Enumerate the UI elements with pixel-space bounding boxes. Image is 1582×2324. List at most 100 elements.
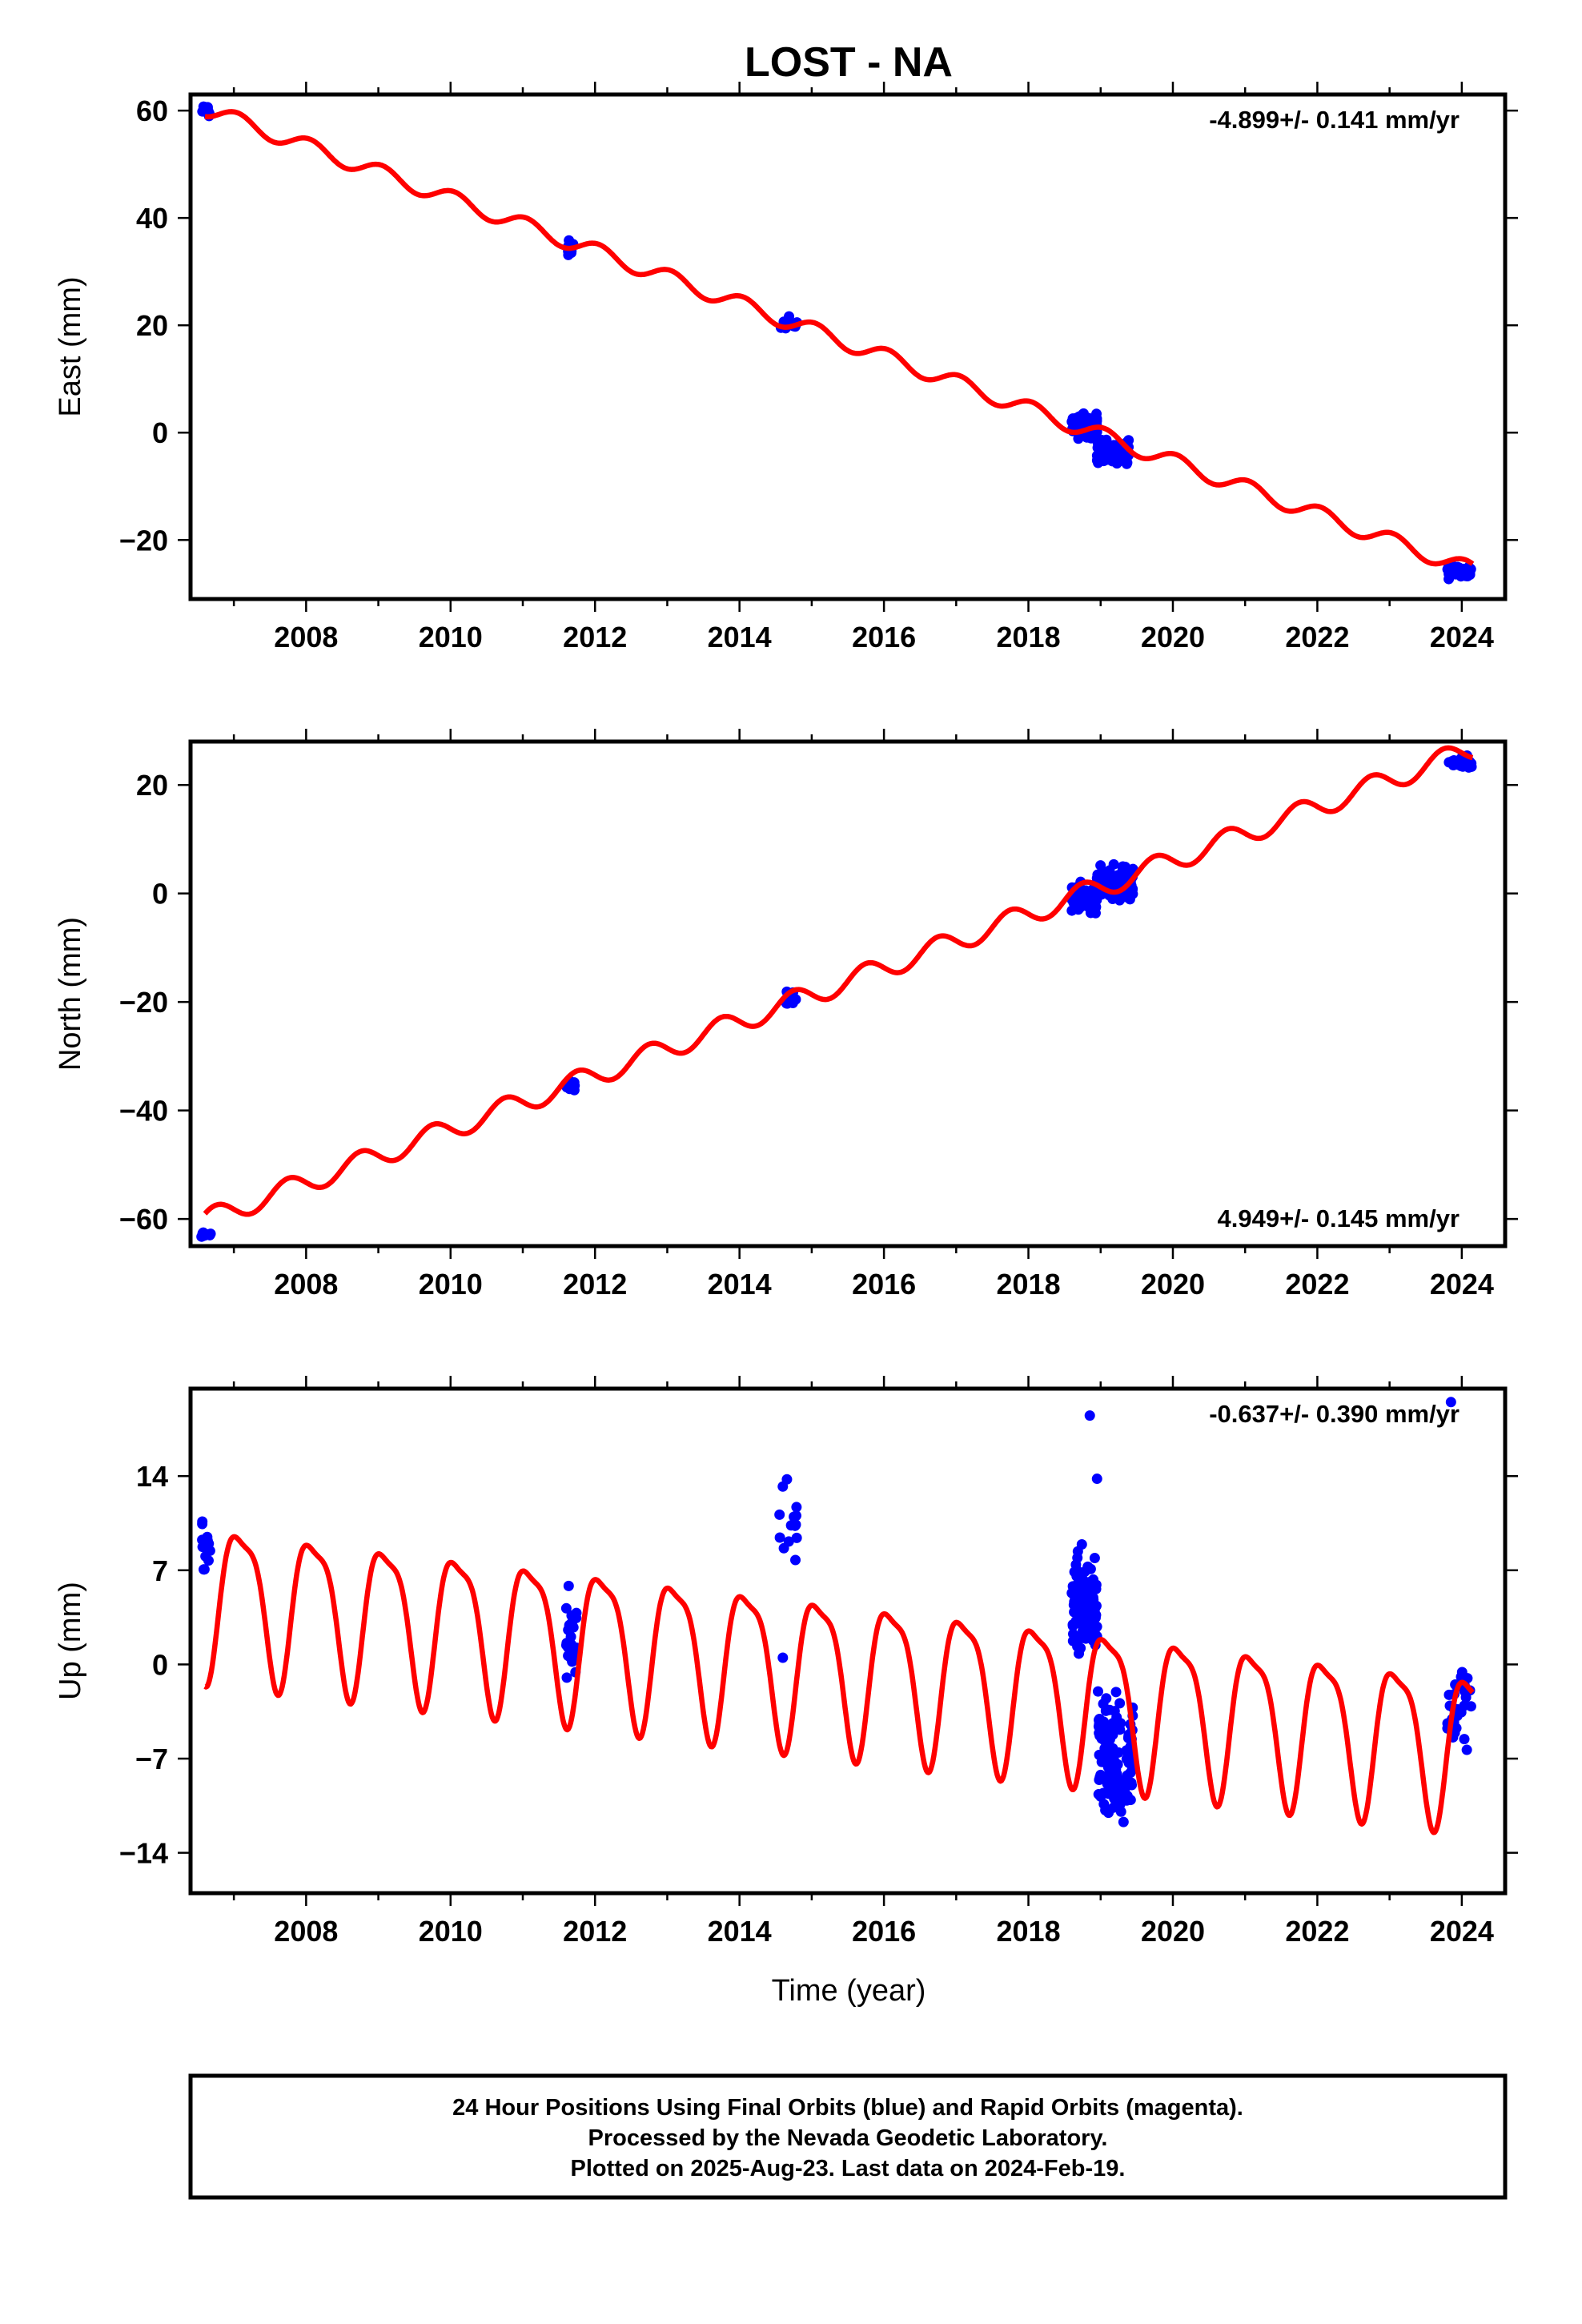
panels: 2008 2010 2012 2014 2016 2018 2020 2022 20246040…: [54, 82, 1518, 1948]
footer-frame: [188, 2073, 1508, 2200]
y-tick-label: 20: [136, 769, 168, 802]
x-tick-label: 2022: [1285, 621, 1349, 653]
x-tick-label: 2008: [274, 1268, 338, 1301]
rate-label: -0.637+/- 0.390 mm/yr: [1209, 1400, 1460, 1428]
data-point: [1085, 1563, 1096, 1574]
footer-line-1: 24 Hour Positions Using Final Orbits (bl…: [452, 2095, 1243, 2121]
data-point: [1094, 1749, 1105, 1760]
y-tick-label: 60: [136, 94, 168, 127]
data-point: [1083, 412, 1094, 424]
x-tick-label: 2010: [419, 621, 483, 653]
x-tick-label: 2022: [1285, 1915, 1349, 1948]
data-point: [198, 1564, 209, 1575]
data-point: [1101, 440, 1112, 452]
data-point: [1104, 1734, 1115, 1745]
data-point: [1082, 1586, 1093, 1597]
data-point: [1123, 1778, 1134, 1789]
x-tick-label: 2024: [1430, 621, 1494, 653]
data-point: [1109, 1793, 1120, 1804]
data-point: [1114, 1698, 1126, 1709]
y-axis-label: East (mm): [54, 276, 87, 416]
panel-north: 2008 2010 2012 2014 2016 2018 2020 2022 2024 20 0 −…: [54, 729, 1518, 1301]
x-tick-label: 2012: [563, 1268, 627, 1301]
x-axis-label: Time (year): [772, 1974, 926, 2008]
plot-area: [197, 1397, 1476, 1835]
data-point: [563, 1624, 574, 1635]
y-tick-label: 0: [152, 1648, 168, 1681]
panel-frame: [188, 92, 1508, 601]
data-point: [202, 1531, 213, 1542]
figure-title: LOST - NA: [745, 39, 953, 86]
data-point: [1077, 895, 1088, 907]
data-point: [1104, 865, 1115, 876]
data-point: [1089, 1553, 1100, 1564]
data-point: [1084, 1410, 1095, 1421]
data-point: [1095, 860, 1106, 871]
panel-east: 2008 2010 2012 2014 2016 2018 2020 2022 2024 60 40…: [54, 82, 1518, 653]
x-tick-label: 2014: [708, 1268, 772, 1301]
data-point: [789, 1511, 800, 1522]
data-point: [197, 1516, 208, 1527]
data-point: [783, 313, 794, 324]
y-tick-label: −7: [135, 1743, 168, 1775]
data-point: [1462, 569, 1473, 581]
observation-points: [197, 1397, 1476, 1827]
data-point: [790, 1554, 801, 1566]
data-point: [1091, 455, 1102, 466]
data-point: [1461, 1744, 1472, 1755]
data-point: [1072, 1546, 1083, 1557]
data-point: [563, 1580, 574, 1591]
data-point: [1074, 1566, 1086, 1578]
x-tick-label: 2024: [1430, 1915, 1494, 1948]
data-point: [567, 1082, 578, 1093]
data-point: [1104, 1704, 1115, 1715]
data-point: [1108, 451, 1119, 462]
footer-line-3: Plotted on 2025-Aug-23. Last data on 202…: [571, 2156, 1126, 2181]
x-tick-label: 2008: [274, 621, 338, 653]
x-tick-label: 2016: [852, 1915, 916, 1948]
footer-box: 24 Hour Positions Using Final Orbits (bl…: [188, 2073, 1508, 2200]
y-tick-label: 0: [152, 878, 168, 911]
data-point: [1070, 1603, 1081, 1614]
y-tick-label: −14: [119, 1837, 168, 1870]
data-point: [204, 1229, 215, 1240]
data-point: [1118, 1816, 1129, 1827]
y-tick-label: 0: [152, 416, 168, 449]
data-point: [785, 1520, 797, 1531]
rate-label: -4.899+/- 0.141 mm/yr: [1209, 106, 1460, 134]
x-tick-label: 2018: [997, 1268, 1061, 1301]
panel-up: 2008 2010 2012 2014 2016 2018 2020 2022 2024 14 7 0…: [54, 1376, 1518, 1948]
y-tick-label: 14: [136, 1460, 168, 1493]
data-point: [1096, 1733, 1107, 1744]
data-point: [1099, 1723, 1110, 1734]
data-point: [1125, 1767, 1136, 1779]
model-line: [203, 109, 1475, 567]
y-tick-label: −40: [119, 1095, 168, 1128]
data-point: [1109, 1773, 1120, 1784]
data-point: [1106, 1758, 1117, 1769]
y-axis-label: Up (mm): [54, 1582, 87, 1700]
plot-area: [196, 745, 1477, 1242]
y-axis-label: North (mm): [54, 917, 87, 1071]
data-point: [774, 1509, 785, 1520]
data-point: [1110, 1687, 1122, 1698]
data-point: [1068, 1628, 1079, 1639]
y-tick-label: −60: [119, 1203, 168, 1236]
data-point: [777, 1652, 789, 1663]
y-tick-label: 7: [152, 1554, 168, 1587]
data-point: [791, 1502, 802, 1513]
data-point: [1095, 1791, 1106, 1802]
data-point: [1110, 875, 1122, 887]
data-point: [783, 1536, 794, 1547]
data-point: [1114, 1724, 1126, 1735]
x-tick-label: 2010: [419, 1915, 483, 1948]
x-tick-label: 2022: [1285, 1268, 1349, 1301]
x-tick-label: 2008: [274, 1915, 338, 1948]
data-point: [1090, 1583, 1102, 1594]
x-tick-label: 2020: [1141, 1268, 1205, 1301]
data-point: [1080, 1633, 1091, 1644]
data-point: [791, 1532, 802, 1543]
x-tick-label: 2012: [563, 1915, 627, 1948]
data-point: [777, 1481, 789, 1492]
